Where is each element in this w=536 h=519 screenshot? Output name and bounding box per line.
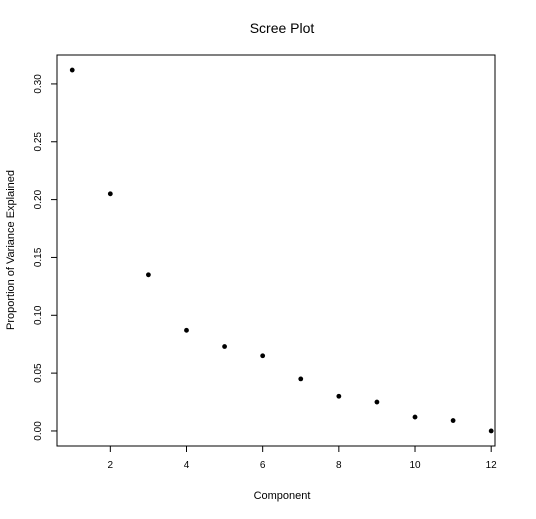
data-point-12 bbox=[488, 428, 494, 434]
data-point-9 bbox=[374, 399, 380, 405]
data-point-4 bbox=[184, 327, 189, 333]
data-point-8 bbox=[336, 393, 342, 399]
data-point-7 bbox=[298, 376, 304, 382]
data-point-1 bbox=[69, 67, 75, 73]
y-tick-label: 0.00 bbox=[33, 421, 44, 441]
data-point-3 bbox=[146, 272, 151, 278]
y-tick-label: 0.15 bbox=[33, 247, 44, 267]
y-tick-label: 0.05 bbox=[33, 363, 44, 383]
x-axis: 2 4 6 8 10 12 bbox=[108, 446, 498, 471]
y-tick-label: 0.10 bbox=[33, 305, 44, 325]
y-axis-label: Proportion of Variance Explained bbox=[5, 170, 17, 330]
x-tick-label: 2 bbox=[108, 460, 114, 471]
data-point-11 bbox=[450, 418, 456, 423]
data-point-5 bbox=[222, 344, 227, 349]
y-tick-label: 0.30 bbox=[33, 74, 44, 94]
chart-title: Scree Plot bbox=[250, 20, 315, 36]
data-point-2 bbox=[107, 191, 113, 197]
plot-frame bbox=[56, 54, 496, 447]
x-tick-label: 8 bbox=[336, 460, 342, 471]
x-tick-label: 12 bbox=[486, 460, 498, 471]
x-tick-label: 6 bbox=[260, 460, 266, 471]
data-points bbox=[69, 67, 494, 434]
data-point-10 bbox=[412, 414, 418, 420]
x-tick-label: 4 bbox=[184, 460, 190, 471]
y-tick-label: 0.25 bbox=[33, 132, 44, 152]
y-tick-label: 0.20 bbox=[33, 189, 44, 209]
y-axis: 0.00 0.05 0.10 0.15 0.20 0.25 0.30 bbox=[33, 74, 57, 441]
x-axis-label: Component bbox=[254, 490, 311, 502]
x-tick-label: 10 bbox=[409, 460, 421, 471]
data-point-6 bbox=[260, 353, 266, 359]
